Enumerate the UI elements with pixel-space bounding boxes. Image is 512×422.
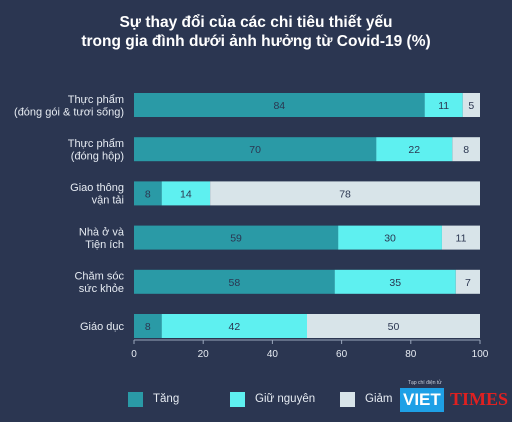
legend-label-tang: Tăng <box>153 393 180 405</box>
logo-viet: VIET <box>400 388 444 412</box>
bar-segment-giu-nguyen <box>424 93 463 117</box>
category-label: Giáo dục <box>80 321 125 333</box>
bar-segment-giu-nguyen <box>161 181 211 206</box>
legend-swatch-tang <box>128 392 143 407</box>
x-tick-label: 60 <box>336 349 348 360</box>
category-label: Tiện ích <box>85 239 124 251</box>
category-label: (đóng gói & tươi sống) <box>14 106 124 118</box>
bar-segment-giu-nguyen <box>376 137 453 162</box>
data-label: 78 <box>339 188 351 200</box>
data-label: 42 <box>228 321 240 333</box>
data-label: 30 <box>384 233 396 245</box>
bar-segment-giam <box>210 181 480 206</box>
bar-segment-tang <box>134 225 339 250</box>
legend-swatch-giam <box>340 392 355 407</box>
data-label: 84 <box>273 100 285 112</box>
logo-tagline: Tạp chí điện tử <box>408 380 442 386</box>
bar-segment-tang <box>134 269 335 294</box>
bar-segment-giam <box>462 93 480 117</box>
bar-segment-giam <box>441 225 480 250</box>
bar-segment-giam <box>307 314 480 338</box>
data-label: 7 <box>465 277 471 289</box>
x-tick-label: 0 <box>131 349 137 360</box>
data-label: 50 <box>388 321 400 333</box>
bar-segment-tang <box>134 137 377 162</box>
logo-times: TIMES <box>450 389 509 409</box>
category-label: Nhà ở và <box>79 226 125 238</box>
category-label: (đóng hộp) <box>71 150 124 162</box>
legend-swatch-giu-nguyen <box>230 392 245 407</box>
category-label: Chăm sóc <box>74 271 124 283</box>
data-label: 22 <box>408 144 420 156</box>
chart-title-line-2: trong gia đình dưới ảnh hưởng từ Covid-1… <box>81 33 431 50</box>
category-label: Giao thông <box>70 182 124 194</box>
data-label: 59 <box>230 233 242 245</box>
x-tick-label: 20 <box>198 349 210 360</box>
data-label: 14 <box>180 188 192 200</box>
data-label: 8 <box>145 188 151 200</box>
bar-segment-giu-nguyen <box>338 225 442 250</box>
bar-segment-tang <box>134 314 162 338</box>
data-label: 58 <box>228 277 240 289</box>
viettimes-logo: Tạp chí điện tử VIET TIMES <box>400 380 510 420</box>
category-label: sức khỏe <box>79 283 124 295</box>
bar-segment-giu-nguyen <box>334 269 456 294</box>
data-label: 8 <box>463 144 469 156</box>
bar-segment-giam <box>455 269 480 294</box>
x-tick-label: 80 <box>405 349 417 360</box>
legend-label-giam: Giảm <box>365 393 393 405</box>
data-label: 8 <box>145 321 151 333</box>
data-label: 70 <box>249 144 261 156</box>
category-label: Thực phẩm <box>68 94 124 106</box>
data-label: 5 <box>468 100 474 112</box>
data-label: 11 <box>456 233 467 245</box>
bar-segment-tang <box>134 93 425 117</box>
chart-title-line-1: Sự thay đổi của các chi tiêu thiết yếu <box>119 14 393 31</box>
x-tick-label: 100 <box>472 349 489 360</box>
data-label: 35 <box>389 277 401 289</box>
legend-label-giu-nguyen: Giữ nguyên <box>255 393 316 405</box>
x-tick-label: 40 <box>267 349 279 360</box>
category-label: Thực phẩm <box>68 138 124 150</box>
data-label: 11 <box>438 100 449 112</box>
bar-segment-tang <box>134 181 162 206</box>
bar-segment-giu-nguyen <box>161 314 307 338</box>
bar-segment-giam <box>452 137 480 162</box>
category-label: vận tải <box>92 195 124 207</box>
